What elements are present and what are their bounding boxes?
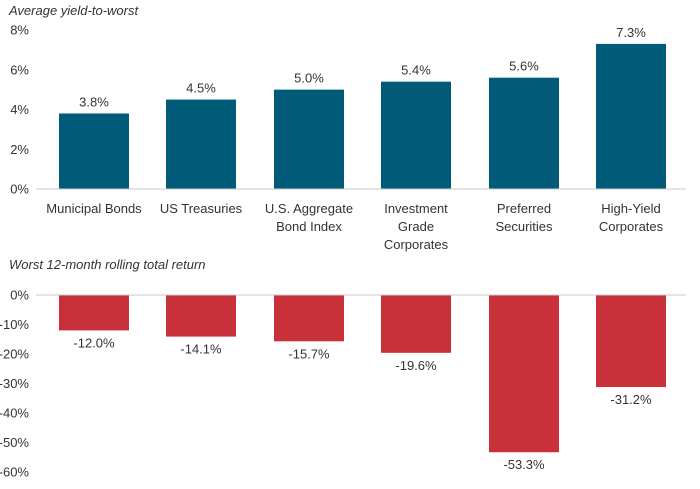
y-tick-label: -60% xyxy=(0,465,29,480)
data-label: 4.5% xyxy=(186,81,216,96)
category-label: Corporates xyxy=(599,219,664,234)
bar xyxy=(489,295,559,453)
y-tick-label: -40% xyxy=(0,406,29,421)
bar xyxy=(59,295,129,331)
data-label: 5.6% xyxy=(509,59,539,74)
data-label: -15.7% xyxy=(288,346,330,361)
chart-title-1: Average yield-to-worst xyxy=(8,3,139,18)
bar xyxy=(166,99,236,189)
y-tick-label: -10% xyxy=(0,317,29,332)
category-label: Municipal Bonds xyxy=(46,201,142,216)
data-label: 3.8% xyxy=(79,94,109,109)
data-label: -12.0% xyxy=(73,335,115,350)
data-label: -31.2% xyxy=(610,392,652,407)
y-tick-label: 4% xyxy=(10,102,29,117)
y-tick-label: -20% xyxy=(0,347,29,362)
bar xyxy=(59,113,129,189)
data-label: 7.3% xyxy=(616,25,646,40)
category-label: Securities xyxy=(495,219,553,234)
data-label: -53.3% xyxy=(503,457,545,472)
bar xyxy=(596,295,666,388)
data-label: -19.6% xyxy=(395,358,437,373)
data-label: -14.1% xyxy=(180,342,222,357)
category-label: Corporates xyxy=(384,237,449,252)
data-label: 5.0% xyxy=(294,71,324,86)
data-label: 5.4% xyxy=(401,63,431,78)
bar xyxy=(166,295,236,337)
bar xyxy=(381,81,451,189)
y-tick-label: 2% xyxy=(10,142,29,157)
bar xyxy=(381,295,451,353)
y-tick-label: -50% xyxy=(0,435,29,450)
category-label: Preferred xyxy=(497,201,551,216)
y-tick-label: 0% xyxy=(10,288,29,303)
category-label: Investment xyxy=(384,201,448,216)
y-tick-label: 8% xyxy=(10,23,29,38)
y-tick-label: -30% xyxy=(0,376,29,391)
y-tick-label: 6% xyxy=(10,62,29,77)
category-label: Grade xyxy=(398,219,434,234)
category-label: US Treasuries xyxy=(160,201,243,216)
y-tick-label: 0% xyxy=(10,182,29,197)
bar xyxy=(274,89,344,189)
chart-title-2: Worst 12-month rolling total return xyxy=(9,257,206,272)
category-label: Bond Index xyxy=(276,219,342,234)
bar xyxy=(274,295,344,342)
category-label: High-Yield xyxy=(601,201,661,216)
bar xyxy=(596,43,666,189)
category-label: U.S. Aggregate xyxy=(265,201,353,216)
bar xyxy=(489,77,559,189)
